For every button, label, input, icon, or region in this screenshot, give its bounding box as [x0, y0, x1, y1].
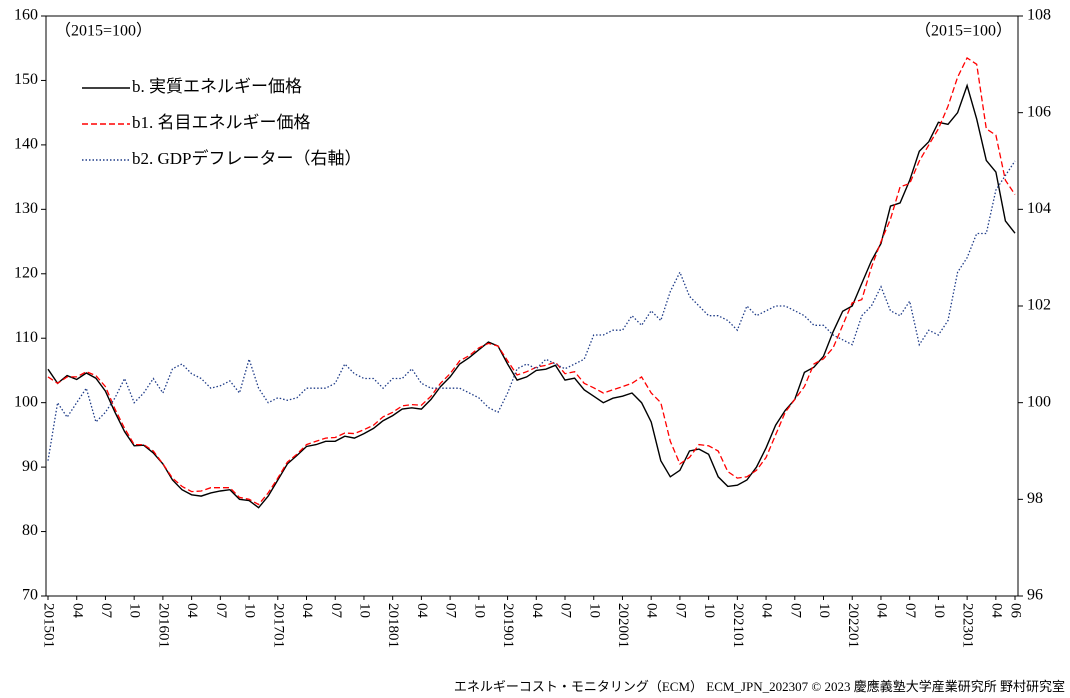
y2-tick-label: 100 [1027, 393, 1051, 410]
x-tick-label: 04 [988, 603, 1004, 619]
x-tick-label: 10 [127, 603, 143, 618]
y-tick-label: 160 [14, 7, 38, 24]
x-tick-label: 06 [1008, 603, 1024, 619]
footer: エネルギーコスト・モニタリング（ECM） ECM_JPN_202307 © 20… [454, 679, 1065, 694]
y-tick-label: 70 [22, 587, 38, 604]
x-tick-label: 07 [787, 603, 803, 619]
x-tick-label: 04 [529, 603, 545, 619]
x-tick-label: 04 [69, 603, 85, 619]
x-tick-label: 10 [586, 603, 602, 618]
legend-label: b1. 名目エネルギー価格 [132, 113, 311, 132]
annotation: （2015=100） [915, 22, 1012, 40]
x-tick-label: 10 [357, 603, 373, 618]
x-tick-label: 201901 [500, 603, 516, 648]
x-tick-label: 04 [759, 603, 775, 619]
annotation: （2015=100） [55, 22, 152, 40]
x-tick-label: 10 [701, 603, 717, 618]
x-tick-label: 07 [902, 603, 918, 619]
y-tick-label: 100 [14, 393, 38, 410]
x-tick-label: 201801 [385, 603, 401, 648]
y2-tick-label: 98 [1027, 490, 1043, 507]
x-tick-label: 10 [242, 603, 258, 618]
x-tick-label: 07 [328, 603, 344, 619]
y2-tick-label: 102 [1027, 297, 1051, 314]
x-tick-label: 04 [299, 603, 315, 619]
plot-frame [45, 15, 1019, 597]
y2-tick-label: 104 [1027, 200, 1051, 217]
y-tick-label: 80 [22, 522, 38, 539]
x-tick-label: 07 [558, 603, 574, 619]
x-tick-label: 04 [874, 603, 890, 619]
legend-label: b. 実質エネルギー価格 [132, 77, 302, 96]
x-tick-label: 07 [443, 603, 459, 619]
y-tick-label: 110 [15, 329, 38, 346]
y-tick-label: 130 [14, 200, 38, 217]
x-tick-label: 201501 [41, 603, 57, 648]
x-tick-label: 07 [213, 603, 229, 619]
y-tick-label: 140 [14, 136, 38, 153]
x-tick-label: 201601 [155, 603, 171, 648]
y-tick-label: 120 [14, 264, 38, 281]
x-tick-label: 07 [98, 603, 114, 619]
y2-tick-label: 96 [1027, 587, 1043, 604]
x-tick-label: 10 [471, 603, 487, 618]
x-tick-label: 04 [644, 603, 660, 619]
y2-tick-label: 106 [1027, 103, 1051, 120]
x-tick-label: 202101 [730, 603, 746, 648]
x-tick-label: 07 [672, 603, 688, 619]
series-line [47, 160, 1016, 461]
x-tick-label: 04 [414, 603, 430, 619]
y2-tick-label: 108 [1027, 7, 1051, 24]
y-tick-label: 90 [22, 458, 38, 475]
x-tick-label: 202301 [960, 603, 976, 648]
x-tick-label: 10 [816, 603, 832, 618]
series-line [47, 56, 1016, 506]
x-tick-label: 10 [931, 603, 947, 618]
x-tick-label: 201701 [270, 603, 286, 648]
x-tick-label: 202001 [615, 603, 631, 648]
legend-label: b2. GDPデフレーター（右軸） [132, 148, 362, 168]
x-tick-label: 202201 [845, 603, 861, 648]
y-tick-label: 150 [14, 71, 38, 88]
x-tick-label: 04 [184, 603, 200, 619]
